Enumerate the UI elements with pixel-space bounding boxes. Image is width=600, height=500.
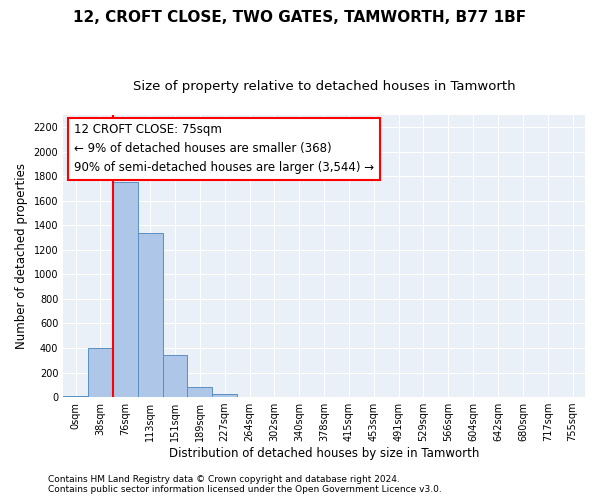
Bar xyxy=(138,232,163,397)
Bar xyxy=(63,396,88,397)
Title: Size of property relative to detached houses in Tamworth: Size of property relative to detached ho… xyxy=(133,80,515,93)
X-axis label: Distribution of detached houses by size in Tamworth: Distribution of detached houses by size … xyxy=(169,447,479,460)
Text: Contains HM Land Registry data © Crown copyright and database right 2024.: Contains HM Land Registry data © Crown c… xyxy=(48,474,400,484)
Bar xyxy=(212,394,237,397)
Text: Contains public sector information licensed under the Open Government Licence v3: Contains public sector information licen… xyxy=(48,485,442,494)
Y-axis label: Number of detached properties: Number of detached properties xyxy=(15,163,28,349)
Text: 12 CROFT CLOSE: 75sqm
← 9% of detached houses are smaller (368)
90% of semi-deta: 12 CROFT CLOSE: 75sqm ← 9% of detached h… xyxy=(74,124,374,174)
Bar xyxy=(163,356,187,397)
Text: 12, CROFT CLOSE, TWO GATES, TAMWORTH, B77 1BF: 12, CROFT CLOSE, TWO GATES, TAMWORTH, B7… xyxy=(73,10,527,25)
Bar xyxy=(187,388,212,397)
Bar xyxy=(113,182,138,397)
Bar xyxy=(88,348,113,397)
